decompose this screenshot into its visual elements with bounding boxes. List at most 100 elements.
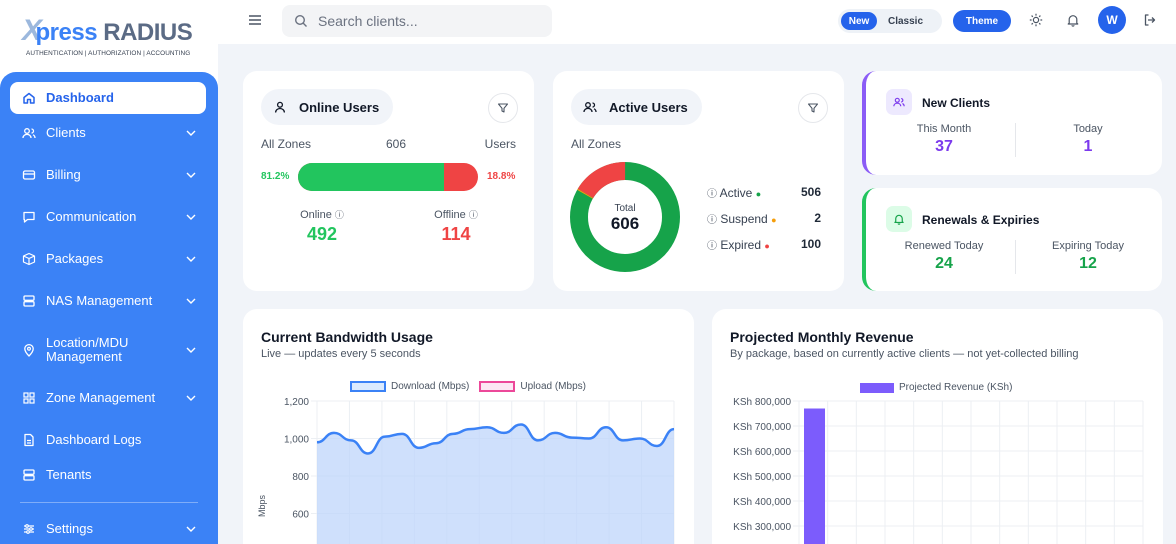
y-tick-label: KSh 300,000 bbox=[733, 522, 791, 533]
online-count: 492 bbox=[306, 224, 338, 244]
sun-icon[interactable] bbox=[1029, 13, 1043, 27]
avatar[interactable]: W bbox=[1098, 6, 1126, 34]
active-users-card: Active Users All Zones Total 606 ⓘ Activ… bbox=[553, 71, 844, 291]
sliders-icon bbox=[24, 524, 34, 534]
search-bar[interactable] bbox=[282, 5, 552, 37]
online-percent: 81.2% bbox=[261, 171, 290, 182]
zone-label: All Zones bbox=[261, 137, 312, 151]
sidebar-item-label: Tenants bbox=[46, 467, 92, 482]
sidebar-item-communication[interactable]: Communication bbox=[10, 201, 206, 233]
online-label: Online ⓘ bbox=[300, 209, 344, 221]
legend-expired: ⓘ Expired ● bbox=[707, 238, 770, 252]
brand-name: Xpress RADIUS bbox=[22, 14, 193, 47]
donut-total-label: Total bbox=[614, 203, 636, 214]
sidebar-item-zone-management[interactable]: Zone Management bbox=[10, 382, 206, 414]
sidebar-item-clients[interactable]: Clients bbox=[10, 117, 206, 149]
offline-percent: 18.8% bbox=[487, 171, 516, 182]
theme-button[interactable]: Theme bbox=[953, 10, 1011, 32]
expired-dot: ● bbox=[764, 241, 770, 251]
revenue-bar bbox=[804, 408, 825, 544]
sidebar-nav: Dashboard Clients Billing Communication … bbox=[0, 72, 218, 544]
y-tick-label: KSh 500,000 bbox=[733, 472, 791, 483]
renewals-icon-box bbox=[886, 206, 912, 232]
sidebar-item-label: Billing bbox=[46, 167, 81, 182]
suspend-dot: ● bbox=[771, 215, 777, 225]
card-title: Projected Monthly Revenue bbox=[730, 329, 914, 345]
filter-button[interactable] bbox=[798, 93, 828, 123]
info-icon[interactable]: ⓘ bbox=[334, 210, 344, 220]
brand-tagline: AUTHENTICATION | AUTHORIZATION | ACCOUNT… bbox=[26, 50, 191, 57]
hamburger-menu-icon[interactable] bbox=[248, 14, 262, 26]
expired-count: 100 bbox=[800, 237, 821, 251]
user-icon bbox=[274, 101, 286, 113]
card-title: Active Users bbox=[609, 99, 688, 115]
active-users-title-pill: Active Users bbox=[571, 89, 702, 125]
sidebar: Xpress RADIUS AUTHENTICATION | AUTHORIZA… bbox=[0, 0, 218, 544]
y-tick-label: KSh 700,000 bbox=[733, 422, 791, 433]
chevron-down-icon bbox=[186, 298, 196, 304]
offline-label: Offline ⓘ bbox=[434, 209, 478, 221]
download-series-line bbox=[316, 423, 675, 455]
revenue-chart: KSh 800,000 KSh 700,000 KSh 600,000 KSh 500… bbox=[733, 397, 1144, 544]
filter-icon bbox=[497, 103, 509, 113]
total-users: 606 bbox=[386, 137, 407, 151]
expiring-count: 12 bbox=[1079, 255, 1097, 272]
card-subtitle: By package, based on currently active cl… bbox=[730, 348, 1079, 360]
brand-logo[interactable]: Xpress RADIUS AUTHENTICATION | AUTHORIZA… bbox=[0, 0, 218, 70]
zone-label: All Zones bbox=[571, 137, 622, 151]
layout-toggle[interactable]: New Classic bbox=[838, 9, 942, 33]
bell-icon[interactable] bbox=[1066, 13, 1080, 27]
chevron-down-icon bbox=[186, 395, 196, 401]
legend-revenue[interactable]: Projected Revenue (KSh) bbox=[899, 382, 1013, 393]
this-month-count: 37 bbox=[935, 138, 953, 155]
card-title: New Clients bbox=[922, 96, 991, 110]
sidebar-item-billing[interactable]: Billing bbox=[10, 159, 206, 191]
y-tick-label: 800 bbox=[292, 472, 309, 483]
sidebar-item-settings[interactable]: Settings bbox=[10, 513, 206, 544]
logout-icon[interactable] bbox=[1143, 13, 1157, 27]
legend-swatch-revenue bbox=[860, 382, 894, 393]
sidebar-item-label: Packages bbox=[46, 251, 104, 266]
search-input[interactable] bbox=[318, 13, 538, 29]
online-progress-bar bbox=[298, 163, 478, 191]
divider bbox=[1015, 123, 1016, 157]
donut-total: 606 bbox=[610, 214, 640, 233]
bandwidth-card: Current Bandwidth Usage Live — updates e… bbox=[243, 309, 694, 544]
offline-count: 114 bbox=[441, 224, 471, 244]
legend-swatch-upload bbox=[479, 381, 516, 392]
download-area bbox=[317, 424, 674, 544]
today-count: 1 bbox=[1083, 138, 1093, 155]
new-clients-icon-box bbox=[886, 89, 912, 115]
info-icon[interactable]: ⓘ bbox=[468, 210, 478, 220]
info-icon[interactable]: ⓘ bbox=[707, 241, 717, 252]
sidebar-item-dashboard-logs[interactable]: Dashboard Logs bbox=[10, 424, 206, 456]
info-icon[interactable]: ⓘ bbox=[707, 215, 717, 226]
sidebar-divider bbox=[20, 502, 198, 503]
info-icon[interactable]: ⓘ bbox=[707, 189, 717, 200]
new-clients-card: New Clients This Month 37 Today 1 bbox=[862, 71, 1162, 175]
active-count: 506 bbox=[800, 185, 821, 199]
renewed-count: 24 bbox=[935, 255, 953, 272]
filter-button[interactable] bbox=[488, 93, 518, 123]
credit-card-icon bbox=[22, 170, 36, 180]
expiring-label: Expiring Today bbox=[1052, 240, 1124, 252]
sidebar-item-nas-management[interactable]: NAS Management bbox=[10, 285, 206, 317]
package-icon bbox=[22, 252, 36, 266]
server-icon bbox=[23, 469, 35, 481]
y-tick-label: 600 bbox=[292, 510, 309, 521]
legend-download[interactable]: Download (Mbps) bbox=[391, 381, 470, 392]
sidebar-item-location-mdu[interactable]: Location/MDU Management bbox=[10, 334, 206, 366]
sidebar-item-tenants[interactable]: Tenants bbox=[10, 459, 206, 491]
filter-icon bbox=[807, 103, 819, 113]
toggle-classic[interactable]: Classic bbox=[888, 15, 924, 27]
y-tick-label: KSh 800,000 bbox=[733, 397, 791, 408]
y-tick-label: KSh 400,000 bbox=[733, 497, 791, 508]
card-title: Current Bandwidth Usage bbox=[261, 329, 433, 345]
sidebar-item-dashboard[interactable]: Dashboard bbox=[10, 82, 206, 114]
online-users-title-pill: Online Users bbox=[261, 89, 394, 125]
sidebar-item-label: Communication bbox=[46, 209, 137, 224]
toggle-new[interactable]: New bbox=[841, 12, 877, 30]
chart-legend: Projected Revenue (KSh) bbox=[860, 382, 1012, 393]
sidebar-item-packages[interactable]: Packages bbox=[10, 243, 206, 275]
legend-upload[interactable]: Upload (Mbps) bbox=[520, 381, 586, 392]
